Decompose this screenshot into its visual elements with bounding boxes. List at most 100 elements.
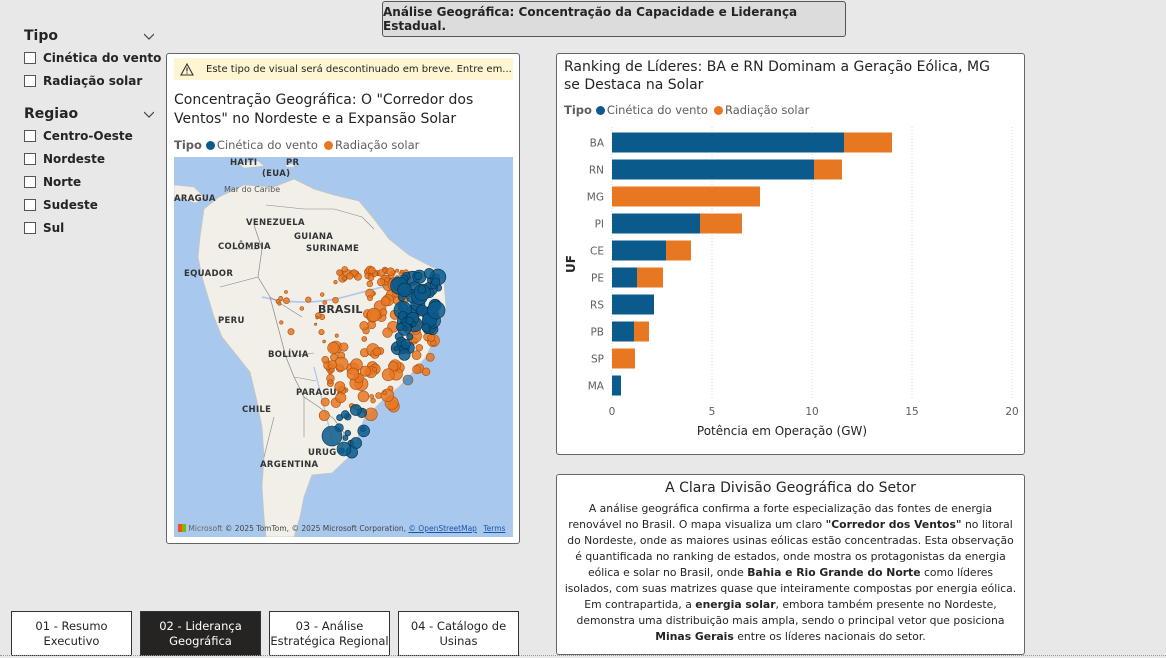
- ranking-visual[interactable]: Ranking de Líderes: BA e RN Dominam a Ge…: [556, 53, 1025, 455]
- bar-RS[interactable]: [612, 294, 654, 315]
- checkbox[interactable]: [24, 74, 36, 87]
- osm-link[interactable]: © OpenStreetMap: [408, 524, 477, 533]
- solar-plant-bubble[interactable]: [305, 296, 312, 303]
- filter-regiao-header[interactable]: Regiao: [24, 104, 164, 124]
- solar-plant-bubble[interactable]: [283, 297, 290, 305]
- nav-button-lideranca[interactable]: 02 - Liderança Geográfica: [140, 611, 261, 656]
- bar-PB[interactable]: [612, 321, 634, 342]
- solar-plant-bubble[interactable]: [278, 296, 284, 302]
- solar-plant-bubble[interactable]: [320, 292, 325, 297]
- solar-plant-bubble[interactable]: [279, 320, 284, 325]
- bar-BA[interactable]: [844, 132, 892, 153]
- wind-plant-bubble[interactable]: [396, 322, 405, 332]
- solar-plant-bubble[interactable]: [366, 280, 374, 288]
- solar-plant-bubble[interactable]: [327, 360, 338, 370]
- map-visual[interactable]: Este tipo de visual será descontinuado e…: [166, 53, 520, 544]
- solar-plant-bubble[interactable]: [395, 268, 400, 273]
- solar-plant-bubble[interactable]: [322, 300, 328, 305]
- solar-plant-bubble[interactable]: [384, 277, 390, 283]
- solar-plant-bubble[interactable]: [399, 269, 404, 274]
- solar-plant-bubble[interactable]: [380, 388, 395, 402]
- nav-button-resumo[interactable]: 01 - Resumo Executivo: [11, 611, 132, 656]
- solar-plant-bubble[interactable]: [327, 341, 340, 354]
- solar-plant-bubble[interactable]: [328, 379, 333, 385]
- solar-plant-bubble[interactable]: [359, 365, 371, 377]
- solar-plant-bubble[interactable]: [402, 374, 414, 386]
- solar-plant-bubble[interactable]: [318, 410, 330, 421]
- solar-plant-bubble[interactable]: [367, 295, 373, 302]
- wind-plant-bubble[interactable]: [431, 277, 441, 287]
- filter-option-sudeste[interactable]: Sudeste: [24, 193, 164, 216]
- solar-plant-bubble[interactable]: [367, 274, 375, 281]
- bar-RN[interactable]: [612, 159, 814, 180]
- solar-plant-bubble[interactable]: [415, 344, 423, 352]
- legend-item-solar[interactable]: Radiação solar: [323, 138, 419, 152]
- filter-tipo-header[interactable]: Tipo: [24, 26, 164, 46]
- filter-option-nordeste[interactable]: Nordeste: [24, 147, 164, 170]
- legend-item-wind[interactable]: Cinética do vento: [205, 138, 318, 152]
- solar-plant-bubble[interactable]: [346, 272, 354, 280]
- solar-plant-bubble[interactable]: [284, 290, 288, 294]
- bar-MA[interactable]: [612, 375, 621, 396]
- solar-plant-bubble[interactable]: [368, 266, 376, 275]
- solar-plant-bubble[interactable]: [336, 269, 343, 276]
- solar-plant-bubble[interactable]: [372, 366, 378, 372]
- filter-option-sul[interactable]: Sul: [24, 216, 164, 239]
- bar-BA[interactable]: [612, 132, 844, 153]
- checkbox[interactable]: [24, 175, 36, 188]
- solar-plant-bubble[interactable]: [386, 267, 395, 276]
- solar-plant-bubble[interactable]: [335, 392, 347, 404]
- solar-plant-bubble[interactable]: [380, 296, 391, 307]
- wind-plant-bubble[interactable]: [350, 404, 362, 416]
- wind-plant-bubble[interactable]: [342, 435, 349, 441]
- south-america-map[interactable]: HAITI PR (EUA) Mar do Caribe ARAGUA VENE…: [174, 157, 513, 537]
- filter-option-cinetica[interactable]: Cinética do vento: [24, 46, 164, 69]
- filter-option-centro-oeste[interactable]: Centro-Oeste: [24, 124, 164, 147]
- nav-button-catalogo[interactable]: 04 - Catálogo de Usinas: [398, 611, 519, 656]
- solar-plant-bubble[interactable]: [333, 279, 338, 285]
- solar-plant-bubble[interactable]: [339, 342, 349, 352]
- solar-plant-bubble[interactable]: [277, 301, 282, 306]
- solar-plant-bubble[interactable]: [381, 368, 395, 382]
- solar-plant-bubble[interactable]: [375, 392, 382, 399]
- bar-PB[interactable]: [634, 321, 649, 342]
- solar-plant-bubble[interactable]: [372, 347, 382, 356]
- solar-plant-bubble[interactable]: [315, 316, 319, 320]
- wind-plant-bubble[interactable]: [397, 282, 412, 297]
- solar-plant-bubble[interactable]: [382, 390, 388, 396]
- wind-plant-bubble[interactable]: [427, 301, 446, 320]
- bar-CE[interactable]: [612, 240, 666, 261]
- ranking-bar-chart[interactable]: 0 5 10 15 20 BA RN MG PI CE PE RS PB SP MA Potência em …: [557, 114, 1024, 454]
- checkbox[interactable]: [24, 221, 36, 234]
- solar-plant-bubble[interactable]: [357, 390, 370, 403]
- legend-item-solar[interactable]: Radiação solar: [713, 103, 809, 117]
- nav-button-analise[interactable]: 03 - Análise Estratégica Regional: [269, 611, 390, 656]
- solar-plant-bubble[interactable]: [321, 356, 330, 364]
- wind-plant-bubble[interactable]: [417, 285, 427, 294]
- solar-plant-bubble[interactable]: [361, 336, 368, 342]
- filter-option-norte[interactable]: Norte: [24, 170, 164, 193]
- solar-plant-bubble[interactable]: [370, 397, 376, 404]
- wind-plant-bubble[interactable]: [393, 346, 399, 352]
- solar-plant-bubble[interactable]: [299, 306, 305, 311]
- wind-plant-bubble[interactable]: [421, 323, 431, 333]
- wind-plant-bubble[interactable]: [406, 333, 414, 341]
- solar-plant-bubble[interactable]: [318, 329, 325, 336]
- solar-plant-bubble[interactable]: [366, 307, 381, 322]
- solar-plant-bubble[interactable]: [382, 268, 388, 273]
- solar-plant-bubble[interactable]: [427, 333, 436, 342]
- bar-MG[interactable]: [612, 186, 760, 207]
- wind-plant-bubble[interactable]: [423, 268, 435, 279]
- map-canvas[interactable]: HAITI PR (EUA) Mar do Caribe ARAGUA VENE…: [174, 157, 513, 537]
- wind-plant-bubble[interactable]: [321, 425, 343, 447]
- checkbox[interactable]: [24, 129, 36, 142]
- bar-RN[interactable]: [814, 159, 842, 180]
- bar-PI[interactable]: [700, 213, 742, 234]
- wind-plant-bubble[interactable]: [344, 429, 351, 437]
- chevron-down-icon[interactable]: [144, 31, 154, 41]
- solar-plant-bubble[interactable]: [421, 367, 431, 377]
- wind-plant-bubble[interactable]: [405, 316, 414, 325]
- solar-plant-bubble[interactable]: [425, 352, 435, 362]
- wind-plant-bubble[interactable]: [357, 424, 370, 438]
- solar-plant-bubble[interactable]: [322, 339, 326, 344]
